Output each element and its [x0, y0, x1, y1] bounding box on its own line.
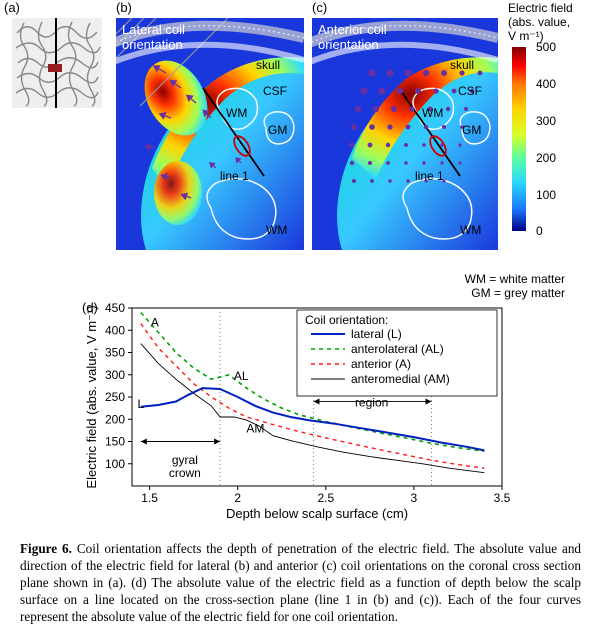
panel-b-ann-line1: line 1: [220, 169, 249, 183]
svg-text:300: 300: [105, 368, 125, 382]
colorbar: Electric field (abs. value, V m⁻¹) 50040…: [508, 2, 596, 231]
svg-text:region: region: [355, 395, 388, 409]
def-gm: GM = grey matter: [0, 286, 565, 300]
panel-b-ann-gm: GM: [268, 123, 287, 137]
svg-text:2: 2: [234, 491, 241, 505]
panel-c: Anterior coil orientation skull CSF WM G…: [312, 18, 498, 250]
panel-c-ann-line1: line 1: [415, 169, 444, 183]
svg-text:450: 450: [105, 301, 125, 315]
panel-c-ann-wm1: WM: [422, 106, 443, 120]
panel-a-svg: [12, 18, 102, 108]
svg-text:L: L: [137, 397, 144, 411]
svg-text:3: 3: [411, 491, 418, 505]
svg-text:AM: AM: [246, 422, 264, 436]
panel-a: [12, 18, 102, 108]
def-wm: WM = white matter: [0, 272, 565, 286]
panel-b: Lateral coil orientation skull CSF WM GM…: [116, 18, 304, 250]
svg-text:Electric field (abs. value, V: Electric field (abs. value, V m⁻¹): [84, 305, 99, 488]
svg-text:AL: AL: [234, 369, 249, 383]
panel-a-label: (a): [4, 0, 20, 15]
svg-text:Depth below scalp surface (cm): Depth below scalp surface (cm): [226, 506, 408, 521]
colorbar-tick: 200: [536, 151, 556, 165]
colorbar-tick: 0: [536, 224, 543, 238]
panel-c-label: (c): [312, 0, 327, 15]
svg-text:400: 400: [105, 323, 125, 337]
colorbar-tick: 400: [536, 77, 556, 91]
svg-text:anteromedial (AM): anteromedial (AM): [351, 372, 450, 386]
colorbar-tick: 300: [536, 114, 556, 128]
colorbar-title: Electric field (abs. value, V m⁻¹): [508, 2, 596, 43]
panel-c-ann-wm2: WM: [460, 223, 481, 237]
svg-text:crown: crown: [169, 466, 201, 480]
panel-c-ann-skull: skull: [450, 58, 474, 72]
svg-text:350: 350: [105, 346, 125, 360]
colorbar-tick: 100: [536, 188, 556, 202]
svg-text:lateral (L): lateral (L): [351, 327, 402, 341]
svg-text:2.5: 2.5: [317, 491, 334, 505]
svg-text:250: 250: [105, 390, 125, 404]
chart-svg: 100 150 200 250 300 350 400 450 1.5 2 2.5 3 3.5 Depth…: [82, 300, 512, 528]
chart-d: 1001502002503003504004501.522.533.5Depth…: [82, 300, 512, 510]
svg-text:anterior (A): anterior (A): [351, 357, 411, 371]
svg-text:anterolateral (AL): anterolateral (AL): [351, 342, 444, 356]
caption: Figure 6. Coil orientation affects the d…: [0, 535, 601, 635]
defs: WM = white matter GM = grey matter: [0, 272, 601, 300]
svg-text:A: A: [151, 316, 159, 330]
panel-b-ann-wm1: WM: [226, 106, 247, 120]
figure-area: (a) (b) (c): [0, 0, 601, 635]
svg-text:150: 150: [105, 435, 125, 449]
chart-area: (d) 1001502002503003504004501.522.533.5D…: [0, 300, 601, 535]
svg-text:Coil orientation:: Coil orientation:: [305, 313, 388, 327]
panel-c-title: Anterior coil orientation: [318, 22, 387, 52]
panel-b-title: Lateral coil orientation: [122, 22, 185, 52]
svg-text:3.5: 3.5: [494, 491, 511, 505]
panel-b-ann-csf: CSF: [263, 84, 287, 98]
panel-b-ann-wm2: WM: [266, 223, 287, 237]
svg-text:gyral: gyral: [172, 453, 198, 467]
panel-c-ann-csf: CSF: [458, 84, 482, 98]
caption-lead: Figure 6.: [20, 541, 72, 556]
panel-c-ann-gm: GM: [462, 123, 481, 137]
svg-text:200: 200: [105, 412, 125, 426]
caption-text: Coil orientation affects the depth of pe…: [20, 541, 581, 624]
panel-b-ann-skull: skull: [256, 58, 280, 72]
panels-row: (a) (b) (c): [0, 0, 601, 272]
panel-b-label: (b): [116, 0, 132, 15]
colorbar-tick: 500: [536, 40, 556, 54]
svg-text:100: 100: [105, 457, 125, 471]
svg-text:1.5: 1.5: [141, 491, 158, 505]
colorbar-svg: [512, 47, 526, 231]
colorbar-bar: 5004003002001000: [512, 47, 526, 231]
